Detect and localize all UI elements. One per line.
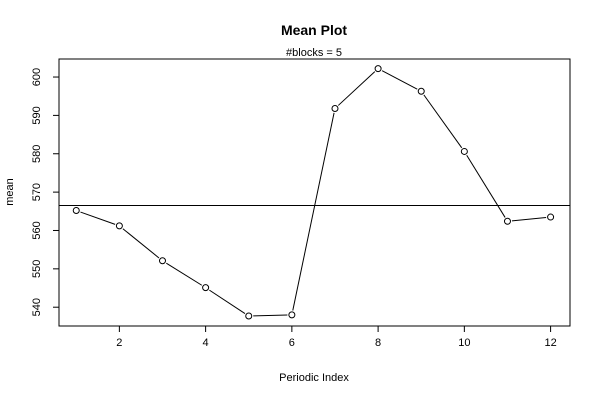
y-tick-label: 590 <box>31 106 43 124</box>
x-axis-label: Periodic Index <box>279 372 349 384</box>
series-line-segment <box>381 70 418 90</box>
chart-title: Mean Plot <box>281 22 347 38</box>
data-point <box>202 284 210 292</box>
data-point <box>245 312 253 320</box>
plot-frame <box>58 58 571 327</box>
y-tick-label: 600 <box>31 68 43 86</box>
y-tick-label: 580 <box>31 145 43 163</box>
y-tick-label: 570 <box>31 183 43 201</box>
data-point <box>547 213 555 221</box>
x-tick-label: 8 <box>375 337 381 349</box>
y-tick-label: 540 <box>31 298 43 316</box>
series-line-segment <box>80 211 116 225</box>
data-point <box>158 257 166 265</box>
data-point <box>374 65 382 73</box>
data-point <box>503 217 511 225</box>
series-line-segment <box>511 216 547 222</box>
series-line-segment <box>337 71 376 106</box>
series-line-segment <box>209 289 246 314</box>
y-tick-label: 550 <box>31 260 43 278</box>
x-tick-label: 2 <box>116 337 122 349</box>
data-point <box>288 311 296 319</box>
chart-subtitle: #blocks = 5 <box>286 47 342 59</box>
data-point <box>417 87 425 95</box>
y-axis-label: mean <box>4 178 16 206</box>
series-line-segment <box>292 112 335 311</box>
series-line-segment <box>122 228 160 259</box>
data-point <box>331 104 339 112</box>
data-point <box>72 207 80 215</box>
series-line-segment <box>466 155 506 218</box>
x-tick-label: 10 <box>458 337 470 349</box>
y-tick-label: 560 <box>31 221 43 239</box>
plot-marks: 2 4 6 8 10 12 540 550 560 570 580 590 600 <box>31 65 570 349</box>
x-tick-label: 6 <box>289 337 295 349</box>
series-line-segment <box>166 262 203 286</box>
x-tick-label: 4 <box>203 337 209 349</box>
data-point <box>460 147 468 155</box>
data-point <box>115 222 123 230</box>
series-line-segment <box>423 94 463 149</box>
x-tick-label: 12 <box>544 337 556 349</box>
series-line-segment <box>253 314 288 317</box>
